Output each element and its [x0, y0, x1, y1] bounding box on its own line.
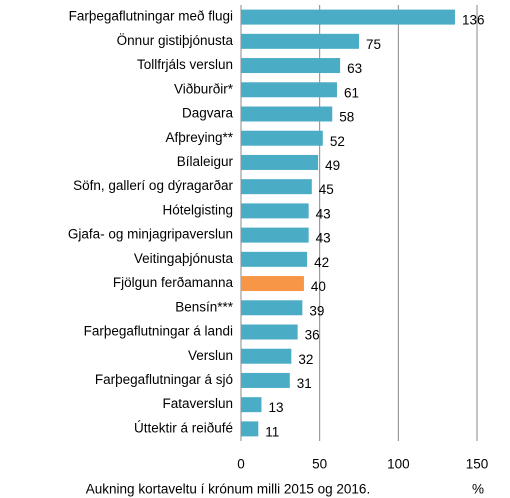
value-label: 39 — [309, 303, 324, 318]
x-tick-label: 150 — [466, 457, 489, 472]
value-label: 136 — [462, 13, 485, 28]
y-tick-label: Gjafa- og minjagripaverslun — [68, 227, 233, 242]
y-tick-label: Veitingaþjónusta — [134, 251, 234, 266]
y-tick-label: Viðburðir* — [174, 81, 234, 96]
bar — [241, 324, 298, 340]
bar — [241, 421, 259, 437]
value-label: 43 — [316, 206, 331, 221]
value-label: 61 — [344, 85, 359, 100]
value-label: 32 — [298, 352, 313, 367]
y-tick-label: Fjölgun ferðamanna — [113, 275, 234, 290]
value-label: 75 — [366, 37, 381, 52]
y-tick-label: Úttektir á reiðufé — [134, 420, 233, 435]
x-unit-label: % — [472, 482, 484, 497]
y-tick-label: Önnur gistiþjónusta — [117, 33, 234, 48]
y-tick-label: Farþegaflutningar með flugi — [69, 9, 233, 24]
y-tick-label: Farþegaflutningar á landi — [84, 324, 233, 339]
bar — [241, 82, 337, 98]
y-tick-label: Dagvara — [182, 106, 234, 121]
value-label: 31 — [297, 376, 312, 391]
bar — [241, 397, 262, 413]
bar — [241, 251, 308, 267]
bar — [241, 130, 323, 146]
value-label: 43 — [316, 231, 331, 246]
value-label: 13 — [268, 400, 283, 415]
value-label: 36 — [305, 328, 320, 343]
y-tick-label: Fataverslun — [162, 396, 233, 411]
value-label: 52 — [330, 134, 345, 149]
bar — [241, 33, 359, 49]
x-tick-label: 100 — [387, 457, 410, 472]
y-tick-label: Bílaleigur — [177, 154, 234, 169]
bar — [241, 179, 312, 195]
y-tick-label: Verslun — [188, 348, 233, 363]
y-tick-label: Bensín*** — [175, 299, 234, 314]
bar — [241, 372, 290, 388]
y-tick-label: Hótelgisting — [162, 202, 233, 217]
value-label: 42 — [314, 255, 329, 270]
value-label: 45 — [319, 182, 334, 197]
y-tick-label: Tollfrjáls verslun — [137, 57, 233, 72]
bar — [241, 154, 319, 170]
bar — [241, 348, 292, 364]
bar — [241, 227, 309, 243]
y-tick-label: Farþegaflutningar á sjó — [95, 372, 233, 387]
value-label: 58 — [339, 110, 354, 125]
bar — [241, 276, 304, 292]
value-label: 11 — [265, 424, 279, 439]
bar — [241, 300, 303, 316]
value-label: 40 — [311, 279, 326, 294]
x-axis-label: Aukning kortaveltu í krónum milli 2015 o… — [86, 482, 370, 497]
bar — [241, 58, 341, 74]
value-label: 49 — [325, 158, 340, 173]
bar — [241, 9, 455, 25]
value-label: 63 — [347, 61, 362, 76]
y-tick-label: Söfn, gallerí og dýragarðar — [73, 178, 233, 193]
bar — [241, 203, 309, 219]
y-tick-label: Afþreying** — [165, 130, 233, 145]
bar — [241, 106, 333, 122]
x-tick-label: 50 — [312, 457, 327, 472]
x-tick-label: 0 — [237, 457, 245, 472]
